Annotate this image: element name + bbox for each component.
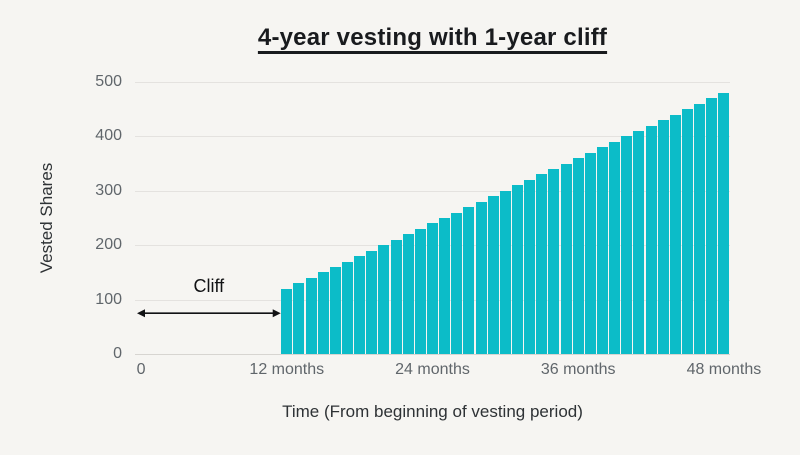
bar-month-39	[609, 141, 621, 354]
gridline	[135, 190, 730, 192]
bar-month-37	[584, 152, 596, 354]
x-axis-title: Time (From beginning of vesting period)	[282, 402, 583, 421]
gridline	[135, 136, 730, 138]
bar-month-24	[427, 223, 438, 354]
x-tick-label: 0	[136, 361, 146, 378]
bar-month-30	[499, 190, 511, 354]
bar-month-46	[694, 103, 706, 354]
bar-month-42	[645, 125, 657, 354]
x-tick-label: 36 months	[540, 361, 616, 378]
bar-month-12	[281, 288, 293, 354]
bar-month-16	[329, 266, 341, 354]
bar-month-19	[366, 250, 378, 354]
bar-month-32	[524, 179, 536, 354]
bar-month-15	[317, 272, 329, 354]
y-tick-label: 100	[95, 290, 122, 308]
bar-month-27	[463, 207, 475, 354]
bar-month-48	[718, 92, 730, 354]
x-tick-label: 24 months	[395, 361, 470, 378]
bar-month-14	[305, 277, 317, 354]
chart-title: 4-year vesting with 1-year cliff	[257, 24, 608, 51]
gridline	[135, 354, 730, 355]
y-tick-label: 300	[95, 181, 122, 199]
bar-month-41	[633, 130, 645, 354]
y-axis-title: Vested Shares	[37, 162, 56, 274]
bar-month-45	[682, 109, 693, 354]
gridline	[135, 82, 730, 83]
bar-month-17	[342, 261, 353, 354]
x-tick-label: 48 months	[686, 361, 762, 378]
y-tick-label: 500	[95, 73, 122, 90]
bar-month-25	[439, 218, 451, 354]
cliff-annotation-label: Cliff	[193, 276, 225, 297]
bar-month-28	[475, 201, 487, 354]
y-tick-label: 400	[95, 127, 122, 145]
bar-month-23	[414, 228, 426, 354]
bar-month-13	[293, 283, 305, 354]
bar-month-38	[597, 147, 608, 354]
bar-month-31	[512, 185, 523, 354]
bar-month-29	[487, 196, 499, 354]
bar-month-47	[706, 98, 718, 354]
bar-month-40	[621, 136, 633, 354]
y-tick-label: 200	[95, 236, 122, 254]
bar-month-34	[548, 169, 560, 354]
bar-month-26	[451, 212, 463, 354]
bar-month-22	[402, 234, 414, 354]
bar-month-18	[354, 256, 366, 354]
bar-month-36	[572, 158, 584, 354]
x-tick-label: 12 months	[249, 361, 325, 378]
bar-month-20	[378, 245, 390, 354]
bar-month-21	[390, 239, 402, 354]
y-tick-label: 0	[113, 345, 122, 362]
arrow-head-left-icon	[137, 309, 145, 318]
bar-month-44	[669, 114, 681, 354]
arrow-head-right-icon	[272, 309, 281, 318]
bar-month-35	[560, 163, 572, 354]
bar-month-33	[536, 174, 548, 354]
bar-month-43	[657, 120, 669, 354]
